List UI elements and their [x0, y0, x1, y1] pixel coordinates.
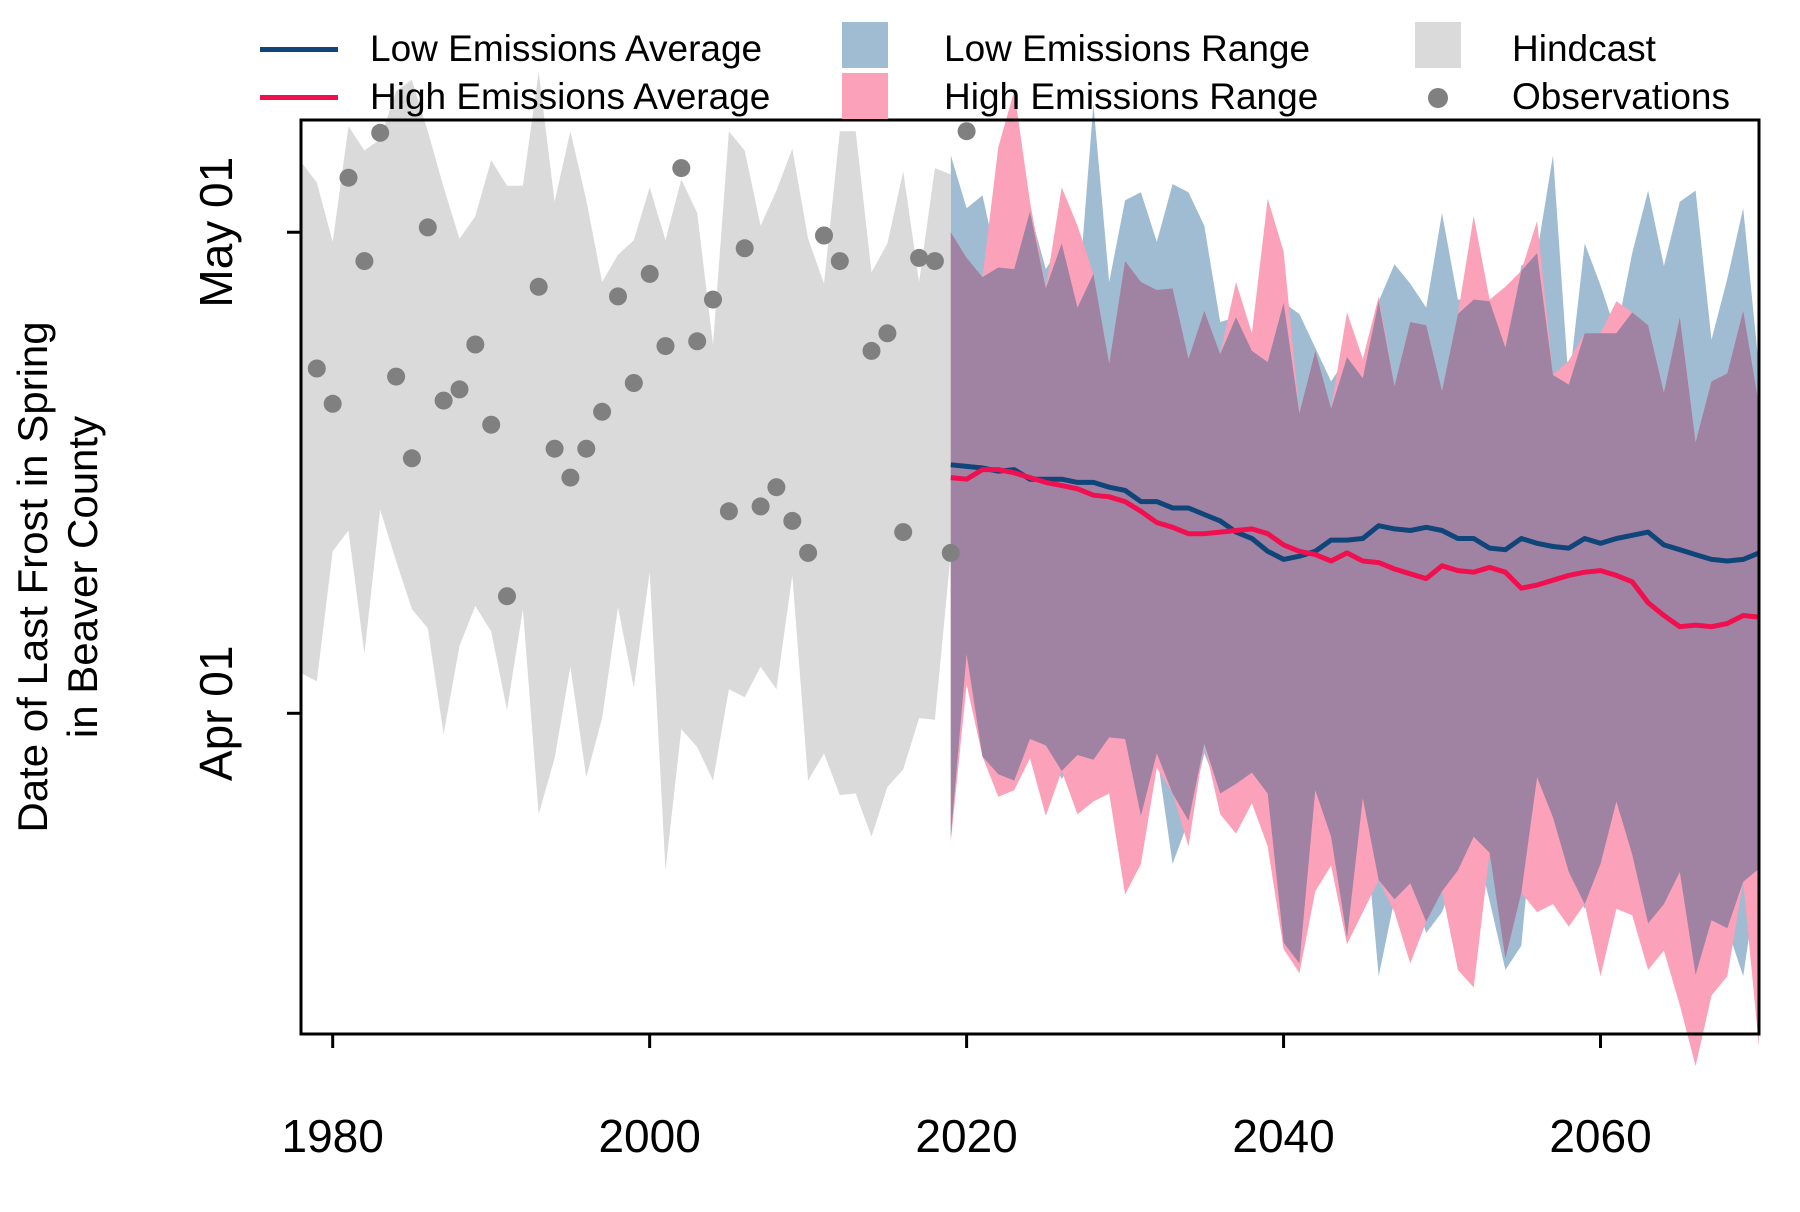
observation-point — [910, 248, 929, 267]
hindcast-area — [301, 71, 951, 871]
observation-point — [672, 159, 691, 178]
high-emissions-average-line — [950, 467, 1760, 630]
observation-point — [545, 439, 564, 458]
observation-point — [815, 226, 833, 245]
legend-key-hindcast — [1415, 22, 1461, 68]
observation-point — [704, 290, 722, 309]
legend-label-high-range: High Emissions Range — [944, 76, 1319, 117]
observation-point — [830, 252, 849, 271]
observation-point — [561, 468, 580, 487]
y-axis: Apr 01 May 01 — [190, 157, 301, 781]
legend-label-high-avg: High Emissions Average — [370, 76, 771, 117]
legend-label-low-avg: Low Emissions Average — [370, 28, 763, 69]
observation-point — [307, 359, 326, 378]
observation-point — [355, 252, 374, 271]
observation-point — [751, 497, 770, 516]
observation-point — [783, 511, 802, 530]
x-tick-label: 1980 — [282, 1110, 384, 1162]
observation-point — [482, 415, 501, 434]
x-tick-label: 2000 — [598, 1110, 700, 1162]
observation-point — [323, 394, 342, 413]
observation-point — [339, 168, 358, 187]
observation-point — [624, 374, 643, 392]
observation-point — [688, 332, 707, 351]
legend-label-hindcast: Hindcast — [1512, 28, 1656, 69]
range-overlap-band — [950, 211, 1759, 975]
observation-point — [402, 449, 421, 468]
legend-label-low-range: Low Emissions Range — [944, 28, 1311, 69]
observation-point — [529, 277, 548, 296]
plot-frame — [299, 118, 1761, 1036]
low-emissions-average-line — [950, 462, 1760, 564]
observation-point — [640, 264, 659, 283]
observation-point — [878, 324, 897, 343]
observation-point — [498, 587, 516, 606]
legend-key-low-range — [842, 22, 888, 68]
observation-point — [387, 367, 406, 386]
observation-points — [307, 122, 976, 606]
observation-point — [371, 123, 390, 142]
range-overlap-area — [950, 211, 1759, 975]
legend-key-low-avg — [260, 47, 338, 52]
x-axis: 1980 2000 2020 2040 2060 — [282, 1034, 1652, 1162]
average-lines — [950, 462, 1760, 630]
observation-point — [450, 380, 469, 399]
observation-point — [957, 122, 976, 141]
x-tick-label: 2060 — [1549, 1110, 1651, 1162]
observation-point — [577, 439, 596, 458]
legend-key-observations — [1428, 88, 1448, 108]
observation-point — [434, 391, 453, 410]
y-axis-title-line1: Date of Last Frost in Spring — [9, 321, 56, 832]
observation-point — [925, 252, 944, 271]
observation-point — [656, 337, 675, 356]
legend-label-observations: Observations — [1512, 76, 1730, 117]
x-tick-label: 2040 — [1232, 1110, 1334, 1162]
observation-point — [418, 218, 437, 237]
observation-point — [894, 523, 913, 542]
observation-point — [735, 239, 754, 258]
observation-point — [767, 478, 786, 497]
observation-point — [593, 402, 612, 421]
legend-key-high-avg — [260, 95, 338, 100]
x-tick-label: 2020 — [915, 1110, 1017, 1162]
y-axis-title-line2: in Beaver County — [59, 416, 106, 738]
y-tick-label: May 01 — [190, 157, 242, 308]
hindcast-band — [301, 71, 951, 871]
y-tick-label: Apr 01 — [190, 646, 242, 782]
observation-point — [862, 341, 881, 360]
observation-point — [799, 543, 818, 562]
legend-key-high-range — [842, 73, 888, 119]
observation-point — [941, 543, 960, 562]
observation-point — [466, 335, 485, 354]
observation-point — [609, 287, 627, 306]
observation-point — [719, 502, 738, 521]
